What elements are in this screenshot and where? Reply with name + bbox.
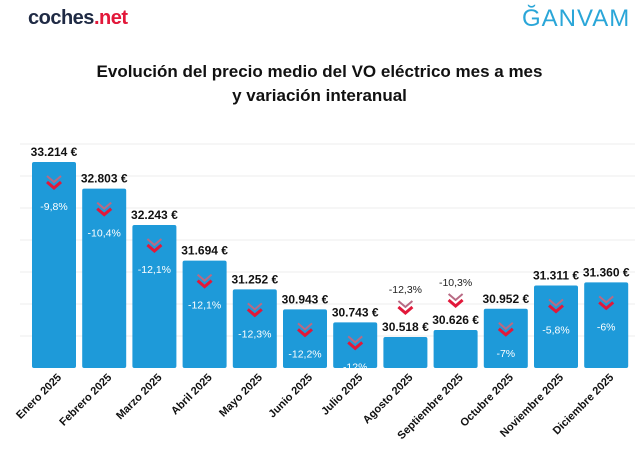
yoy-variation-label: -9,8% [40, 201, 67, 213]
bar [483, 308, 528, 368]
bar [32, 162, 76, 368]
value-label: 31.360 € [583, 265, 630, 279]
bar [82, 188, 127, 368]
yoy-variation-label: -12,3% [389, 284, 422, 296]
yoy-variation-label: -5,8% [542, 325, 569, 337]
yoy-variation-label: -6% [597, 321, 616, 333]
down-arrow-icon [297, 322, 313, 338]
bar [132, 225, 177, 368]
value-label: 30.518 € [382, 320, 429, 334]
value-label: 30.943 € [282, 292, 329, 306]
value-label: 32.803 € [81, 172, 128, 186]
yoy-variation-label: -12,2% [288, 348, 321, 360]
category-label: Junio 2025 [266, 372, 315, 421]
value-label: 33.214 € [31, 145, 78, 159]
yoy-variation-label: -10,4% [88, 228, 121, 240]
yoy-variation-label: -10,3% [439, 277, 472, 289]
down-arrow-icon [196, 273, 213, 289]
value-label: 31.252 € [231, 272, 278, 286]
value-label: 32.243 € [131, 208, 178, 222]
bar [232, 289, 277, 368]
bar [383, 336, 428, 368]
value-label: 30.743 € [332, 305, 379, 319]
title-line-1: Evolución del precio medio del VO eléctr… [96, 62, 543, 81]
category-label: Julio 2025 [319, 372, 365, 418]
category-label: Mayo 2025 [217, 372, 265, 420]
yoy-variation-label: -12,1% [188, 300, 221, 312]
down-arrow-icon [146, 238, 163, 254]
value-label: 30.626 € [432, 313, 479, 327]
yoy-variation-label: -12,3% [238, 328, 271, 340]
yoy-variation-label: -12% [343, 361, 368, 373]
down-arrow-icon [347, 335, 364, 351]
category-label: Marzo 2025 [114, 372, 164, 422]
chart-title: Evolución del precio medio del VO eléctr… [0, 60, 639, 108]
value-label: 30.952 € [482, 292, 529, 306]
down-arrow-icon [548, 298, 564, 314]
bar [283, 309, 327, 368]
bar [182, 260, 227, 368]
category-label: Enero 2025 [14, 372, 64, 422]
down-arrow-icon [447, 293, 464, 308]
category-label: Abril 2025 [169, 372, 215, 418]
down-arrow-icon [598, 295, 615, 311]
category-label: Febrero 2025 [57, 372, 114, 429]
yoy-variation-label: -7% [496, 348, 515, 360]
bar [534, 285, 578, 368]
down-arrow-icon [397, 300, 414, 315]
cochesnet-logo: coches.net [28, 7, 128, 29]
ganvam-logo: ĞANVAM [522, 5, 631, 32]
bar [433, 329, 478, 368]
down-arrow-icon [96, 201, 113, 217]
value-label: 31.311 € [533, 269, 579, 283]
bar [584, 282, 629, 368]
bar [333, 322, 378, 368]
value-label: 31.694 € [181, 244, 228, 258]
category-label: Agosto 2025 [361, 372, 416, 427]
down-arrow-icon [46, 175, 62, 190]
down-arrow-icon [246, 302, 263, 318]
down-arrow-icon [497, 322, 514, 337]
yoy-variation-label: -12,1% [138, 264, 171, 276]
title-line-2: y variación interanual [232, 86, 407, 105]
